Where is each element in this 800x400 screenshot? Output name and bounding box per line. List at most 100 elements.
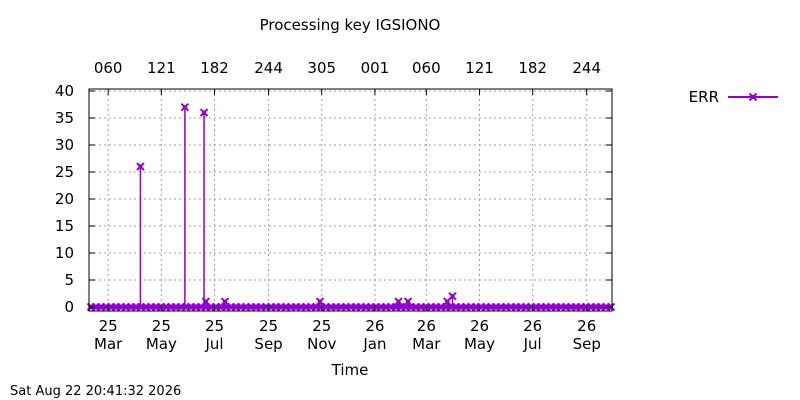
marker-center	[394, 305, 398, 309]
marker-center	[279, 305, 283, 309]
marker-center	[309, 305, 313, 309]
marker-center	[445, 299, 450, 304]
marker-center	[384, 305, 388, 309]
x-tick-label-month: Sep	[254, 335, 282, 353]
data-point	[201, 297, 211, 306]
data-point	[448, 291, 457, 301]
marker-center	[119, 305, 123, 309]
x2-tick-label: 182	[518, 59, 547, 77]
x2-tick-label: 244	[254, 59, 283, 77]
marker-center	[222, 299, 227, 304]
x2-tick-label: 060	[412, 59, 441, 77]
data-point	[199, 108, 209, 117]
marker-center	[549, 305, 553, 309]
marker-center	[579, 305, 583, 309]
y-tick-label: 25	[55, 163, 74, 181]
marker-center	[224, 305, 228, 309]
marker-center	[419, 305, 423, 309]
marker-center	[214, 305, 218, 309]
data-point	[136, 162, 145, 171]
x2-tick-label: 121	[465, 59, 494, 77]
marker-center	[484, 305, 488, 309]
y-tick-label: 10	[55, 244, 74, 262]
marker-center	[203, 299, 208, 304]
x-tick-label-year: 25	[205, 317, 224, 335]
data-point	[220, 297, 230, 306]
x2-tick-label: 305	[307, 59, 336, 77]
marker-center	[434, 305, 438, 309]
legend-marker-glyph	[748, 92, 758, 102]
axes: 051015202530354025Mar25May25Jul25Sep25No…	[55, 59, 612, 353]
marker-center	[317, 299, 322, 304]
marker-center	[439, 305, 443, 309]
marker-center	[449, 305, 453, 309]
x2-tick-label: 001	[361, 59, 390, 77]
plot-frame	[88, 88, 613, 312]
marker-center	[239, 305, 243, 309]
marker-center	[444, 305, 448, 309]
data-point	[403, 297, 413, 306]
marker-center	[324, 305, 328, 309]
marker-center	[259, 305, 263, 309]
x-tick-label-month: May	[146, 335, 177, 353]
marker-center	[184, 305, 188, 309]
marker-center	[519, 305, 523, 309]
marker-center	[529, 305, 533, 309]
x-tick-label-year: 26	[417, 317, 436, 335]
marker-center	[349, 305, 353, 309]
series-err	[86, 102, 616, 312]
marker-center	[334, 305, 338, 309]
legend: ERR	[689, 88, 778, 106]
marker-center	[379, 305, 383, 309]
marker-center	[479, 305, 483, 309]
marker-center	[174, 305, 178, 309]
y-tick-label: 0	[64, 298, 74, 316]
marker-center	[94, 305, 98, 309]
marker-center	[499, 305, 503, 309]
marker-center	[459, 305, 463, 309]
marker-center	[138, 164, 143, 169]
marker-center	[299, 305, 303, 309]
marker-center	[249, 305, 253, 309]
marker-center	[364, 305, 368, 309]
x-tick-label-year: 26	[470, 317, 489, 335]
marker-center	[294, 305, 298, 309]
x-tick-label-month: Jan	[362, 335, 386, 353]
data-point	[394, 297, 403, 306]
marker-center	[304, 305, 308, 309]
x-tick-label-year: 26	[365, 317, 384, 335]
marker-center	[494, 305, 498, 309]
legend-label-err: ERR	[689, 88, 719, 106]
marker-center	[329, 305, 333, 309]
marker-center	[534, 305, 538, 309]
data-point	[180, 102, 190, 112]
marker-center	[574, 305, 578, 309]
x-tick-label-month: Mar	[412, 335, 441, 353]
data-point	[315, 297, 325, 306]
x-tick-label-month: Jul	[523, 335, 542, 353]
marker-center	[289, 305, 293, 309]
marker-center	[564, 305, 568, 309]
marker-center	[229, 305, 233, 309]
marker-center	[144, 305, 148, 309]
marker-center	[359, 305, 363, 309]
marker-center	[489, 305, 493, 309]
x2-tick-label: 121	[147, 59, 176, 77]
marker-center	[589, 305, 593, 309]
marker-center	[344, 305, 348, 309]
marker-center	[154, 305, 158, 309]
x-tick-label-month: Mar	[94, 335, 123, 353]
x-tick-label-month: Jul	[204, 335, 223, 353]
y-tick-label: 30	[55, 136, 74, 154]
marker-center	[189, 305, 193, 309]
marker-center	[406, 299, 411, 304]
marker-center	[524, 305, 528, 309]
marker-center	[504, 305, 508, 309]
marker-center	[269, 305, 273, 309]
x-tick-label-month: Nov	[307, 335, 336, 353]
marker-center	[559, 305, 563, 309]
x-tick-label-year: 26	[523, 317, 542, 335]
marker-center	[219, 305, 223, 309]
marker-center	[751, 95, 755, 99]
marker-center	[199, 305, 203, 309]
